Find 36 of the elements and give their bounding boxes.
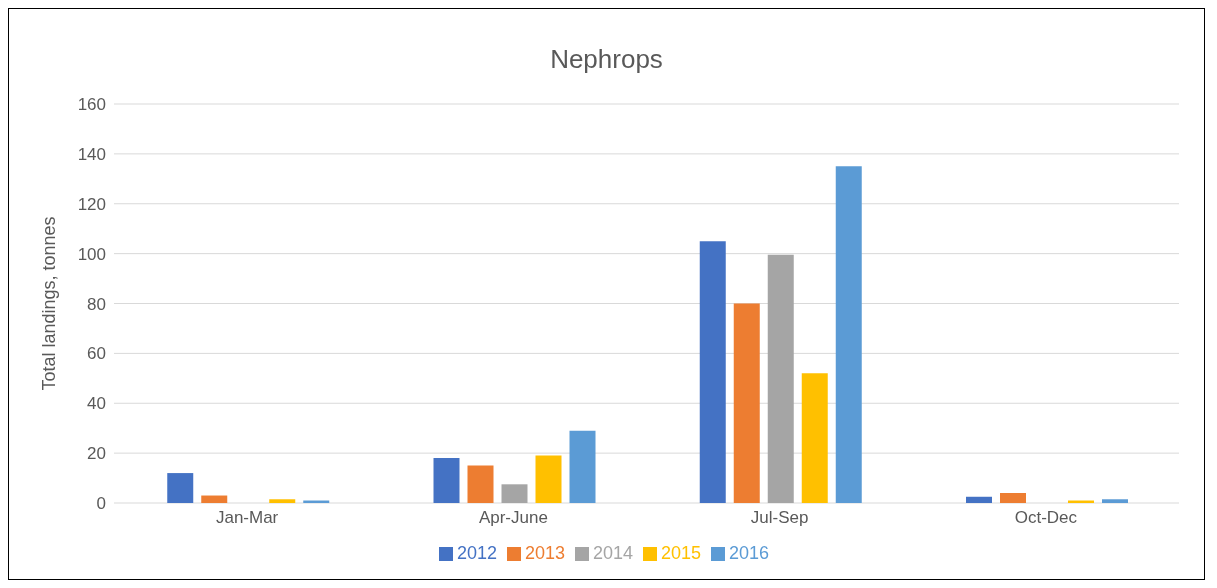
legend-label: 2014 bbox=[592, 543, 634, 563]
bar bbox=[501, 484, 528, 503]
y-tick-label: 160 bbox=[77, 95, 106, 115]
bar bbox=[966, 496, 992, 503]
bar bbox=[835, 166, 862, 503]
y-tick-label: 40 bbox=[87, 394, 106, 414]
bar bbox=[1102, 499, 1128, 503]
y-tick-label: 80 bbox=[87, 294, 106, 314]
y-tick-label: 120 bbox=[77, 194, 106, 214]
bar bbox=[733, 303, 760, 503]
bar bbox=[535, 455, 562, 503]
y-axis-title: Total landings, tonnes bbox=[39, 216, 60, 391]
bar bbox=[767, 254, 794, 503]
chart-title: Nephrops bbox=[549, 44, 664, 75]
bar bbox=[167, 473, 194, 503]
legend-label: 2015 bbox=[661, 543, 702, 563]
bar bbox=[201, 495, 228, 503]
y-tick-label: 140 bbox=[77, 144, 106, 164]
y-tick-label: 60 bbox=[87, 344, 106, 364]
bar bbox=[801, 373, 828, 503]
bar bbox=[699, 241, 726, 503]
bar bbox=[269, 499, 296, 503]
legend-label: 2016 bbox=[729, 543, 770, 563]
legend-label: 2013 bbox=[524, 543, 565, 563]
bar bbox=[433, 458, 460, 503]
legend-label: 2012 bbox=[456, 543, 497, 563]
y-tick-label: 0 bbox=[96, 494, 106, 514]
x-tick-label: Oct-Dec bbox=[1014, 508, 1078, 528]
x-tick-label: Jul-Sep bbox=[750, 508, 809, 528]
bar bbox=[1000, 493, 1026, 503]
x-tick-label: Jan-Mar bbox=[215, 508, 279, 528]
y-tick-label: 100 bbox=[77, 244, 106, 264]
bar bbox=[467, 465, 494, 503]
y-tick-label: 20 bbox=[87, 444, 106, 464]
bar bbox=[569, 430, 596, 503]
x-tick-label: Apr-June bbox=[478, 508, 548, 528]
